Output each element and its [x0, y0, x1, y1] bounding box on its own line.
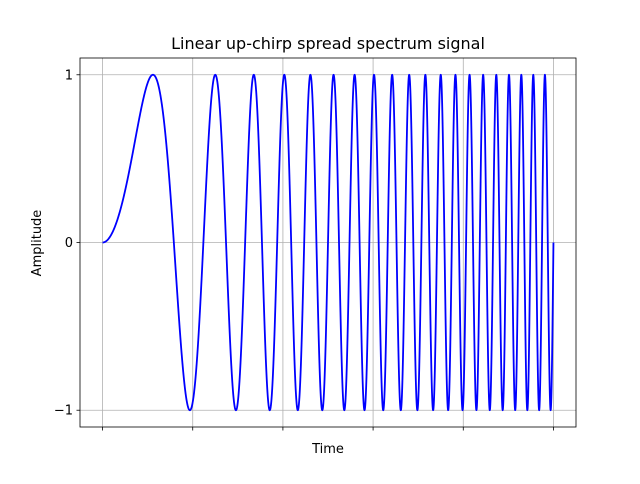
series-layer	[101, 73, 555, 412]
y-axis-label: Amplitude	[30, 210, 45, 277]
labels: Linear up-chirp spread spectrum signal T…	[30, 34, 485, 457]
chirp-series-line	[101, 73, 555, 412]
y-tick-label: 0	[65, 236, 73, 251]
y-tick-label: 1	[65, 68, 73, 83]
x-axis-label: Time	[311, 442, 344, 457]
axes	[76, 57, 577, 431]
chart-title: Linear up-chirp spread spectrum signal	[171, 34, 485, 53]
y-tick-label: −1	[54, 404, 73, 419]
axes-frame	[79, 57, 577, 428]
grid	[80, 58, 576, 427]
